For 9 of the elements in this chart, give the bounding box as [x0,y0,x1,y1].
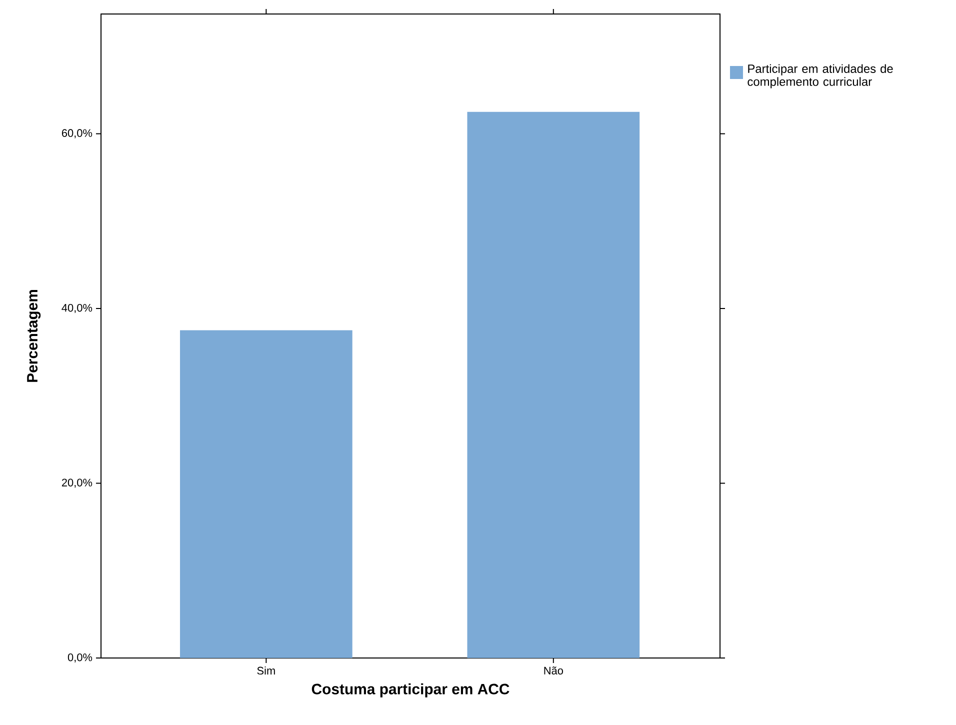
x-tick-label: Não [544,666,563,674]
y-axis-title: Percentagem [27,290,41,382]
y-tick-label: 40,0% [62,304,92,313]
y-tick-label: 0,0% [68,653,92,663]
legend-label: Participar em atividades de complemento curricular [748,64,893,88]
y-tick-label: 20,0% [62,478,92,488]
x-axis-title: Costuma participar em ACC [312,683,510,698]
x-tick-label: Sim [257,666,275,675]
y-tick-label: 60,0% [62,129,92,138]
